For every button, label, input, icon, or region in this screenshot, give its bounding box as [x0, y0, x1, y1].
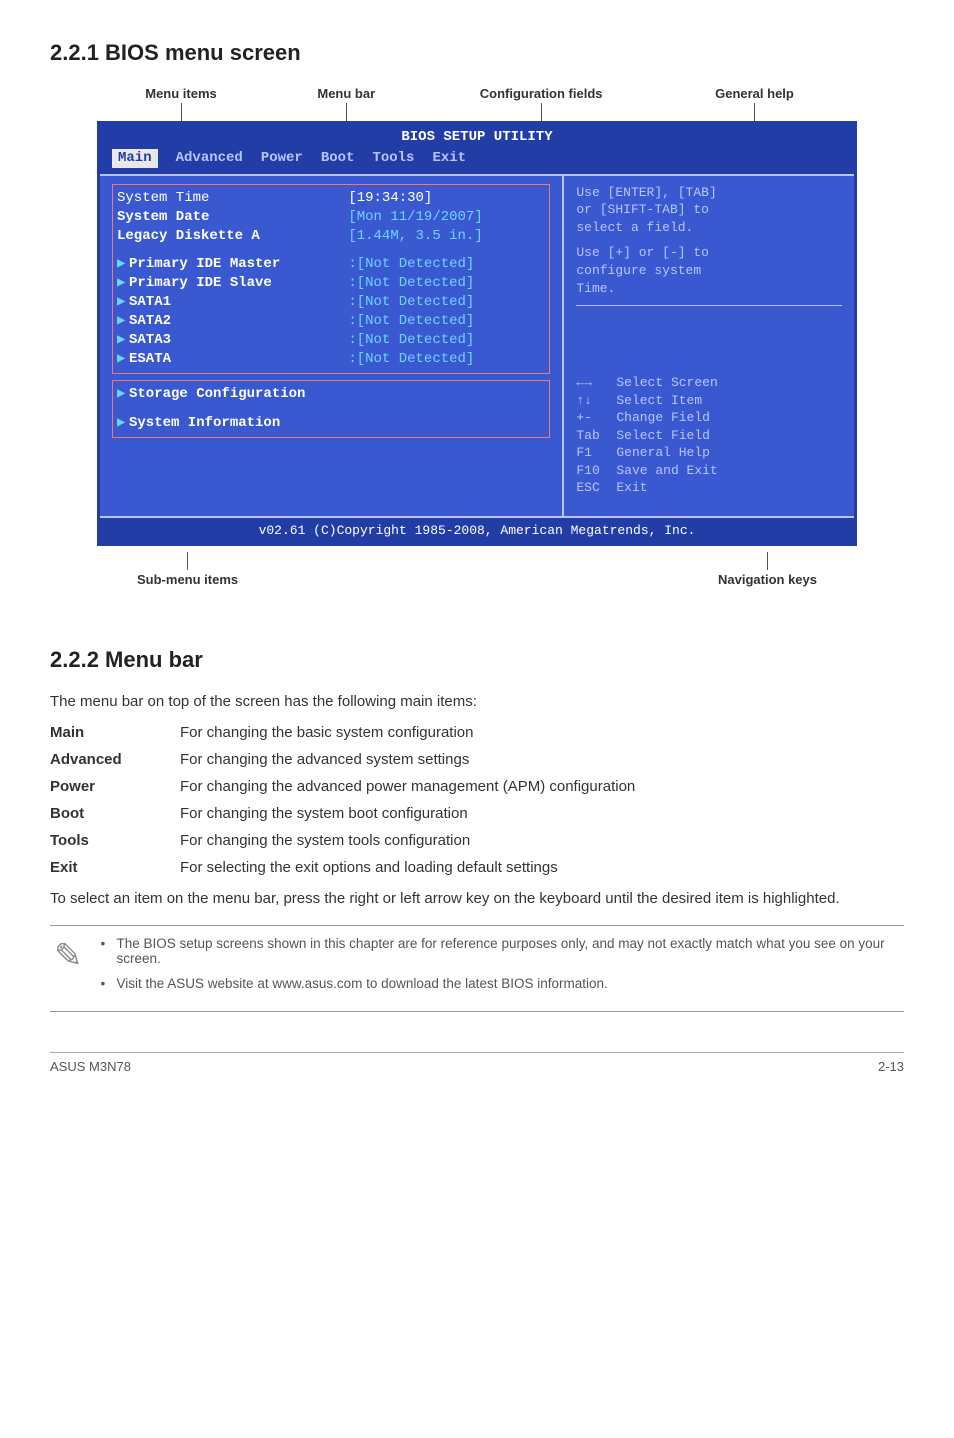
label-menu-bar: Menu bar: [317, 86, 375, 101]
pencil-icon: ✎: [54, 936, 83, 976]
def-power-desc: For changing the advanced power manageme…: [180, 778, 904, 795]
menubar-tools[interactable]: Tools: [372, 149, 414, 168]
note-2: Visit the ASUS website at www.asus.com t…: [101, 976, 901, 991]
label-navigation-keys: Navigation keys: [718, 572, 817, 587]
def-advanced-desc: For changing the advanced system setting…: [180, 751, 904, 768]
nav-change-field: +-Change Field: [576, 409, 842, 427]
nav-select-screen: ←→Select Screen: [576, 374, 842, 392]
row-ide-master[interactable]: ▶Primary IDE Master:[Not Detected]: [117, 255, 545, 274]
note-1: The BIOS setup screens shown in this cha…: [101, 936, 901, 966]
help-l3: select a field.: [576, 219, 842, 237]
row-system-time[interactable]: System Time[19:34:30]: [117, 189, 545, 208]
def-tools-desc: For changing the system tools configurat…: [180, 832, 904, 849]
nav-exit: ESCExit: [576, 479, 842, 497]
bios-left-pane: System Time[19:34:30] System Date[Mon 11…: [100, 176, 564, 516]
nav-select-item: ↑↓Select Item: [576, 392, 842, 410]
def-tools-term: Tools: [50, 832, 180, 849]
help-l1: Use [ENTER], [TAB]: [576, 184, 842, 202]
bios-top-labels: Menu items Menu bar Configuration fields…: [97, 86, 857, 121]
bios-figure: Menu items Menu bar Configuration fields…: [97, 86, 857, 587]
bios-help-pane: Use [ENTER], [TAB] or [SHIFT-TAB] to sel…: [564, 176, 854, 516]
row-legacy-diskette[interactable]: Legacy Diskette A[1.44M, 3.5 in.]: [117, 227, 545, 246]
row-sata1[interactable]: ▶SATA1:[Not Detected]: [117, 293, 545, 312]
bios-menubar: Main Advanced Power Boot Tools Exit: [100, 147, 854, 174]
definitions-list: MainFor changing the basic system config…: [50, 724, 904, 876]
help-l4: Use [+] or [-] to: [576, 244, 842, 262]
row-system-info[interactable]: ▶System Information: [117, 414, 545, 433]
bios-header: BIOS SETUP UTILITY: [100, 124, 854, 147]
def-boot-term: Boot: [50, 805, 180, 822]
note-box: ✎ The BIOS setup screens shown in this c…: [50, 925, 904, 1012]
footer-right: 2-13: [878, 1059, 904, 1074]
menubar-outro: To select an item on the menu bar, press…: [50, 890, 904, 907]
row-sata2[interactable]: ▶SATA2:[Not Detected]: [117, 312, 545, 331]
menubar-intro: The menu bar on top of the screen has th…: [50, 693, 904, 710]
row-ide-slave[interactable]: ▶Primary IDE Slave:[Not Detected]: [117, 274, 545, 293]
label-menu-items: Menu items: [145, 86, 217, 101]
help-l6: Time.: [576, 280, 842, 298]
row-esata[interactable]: ▶ESATA:[Not Detected]: [117, 350, 545, 369]
nav-general-help: F1General Help: [576, 444, 842, 462]
row-sata3[interactable]: ▶SATA3:[Not Detected]: [117, 331, 545, 350]
def-advanced-term: Advanced: [50, 751, 180, 768]
section-title-bios: 2.2.1 BIOS menu screen: [50, 40, 904, 66]
nav-select-field: TabSelect Field: [576, 427, 842, 445]
row-storage-config[interactable]: ▶Storage Configuration: [117, 385, 545, 404]
row-system-date[interactable]: System Date[Mon 11/19/2007]: [117, 208, 545, 227]
def-exit-term: Exit: [50, 859, 180, 876]
help-l2: or [SHIFT-TAB] to: [576, 201, 842, 219]
label-general-help: General help: [715, 86, 794, 101]
bios-window: BIOS SETUP UTILITY Main Advanced Power B…: [97, 121, 857, 546]
box-system: System Time[19:34:30] System Date[Mon 11…: [112, 184, 550, 374]
help-l5: configure system: [576, 262, 842, 280]
menubar-exit[interactable]: Exit: [432, 149, 466, 168]
menubar-boot[interactable]: Boot: [321, 149, 355, 168]
def-main-term: Main: [50, 724, 180, 741]
menubar-main[interactable]: Main: [112, 149, 158, 168]
def-boot-desc: For changing the system boot configurati…: [180, 805, 904, 822]
page-footer: ASUS M3N78 2-13: [50, 1052, 904, 1074]
section-title-menubar: 2.2.2 Menu bar: [50, 647, 904, 673]
bios-footer: v02.61 (C)Copyright 1985-2008, American …: [100, 518, 854, 544]
def-power-term: Power: [50, 778, 180, 795]
label-submenu-items: Sub-menu items: [137, 572, 238, 587]
menubar-advanced[interactable]: Advanced: [176, 149, 243, 168]
footer-left: ASUS M3N78: [50, 1059, 131, 1074]
def-main-desc: For changing the basic system configurat…: [180, 724, 904, 741]
menubar-power[interactable]: Power: [261, 149, 303, 168]
def-exit-desc: For selecting the exit options and loadi…: [180, 859, 904, 876]
box-submenu: ▶Storage Configuration ▶System Informati…: [112, 380, 550, 438]
nav-save-exit: F10Save and Exit: [576, 462, 842, 480]
label-config-fields: Configuration fields: [480, 86, 603, 101]
